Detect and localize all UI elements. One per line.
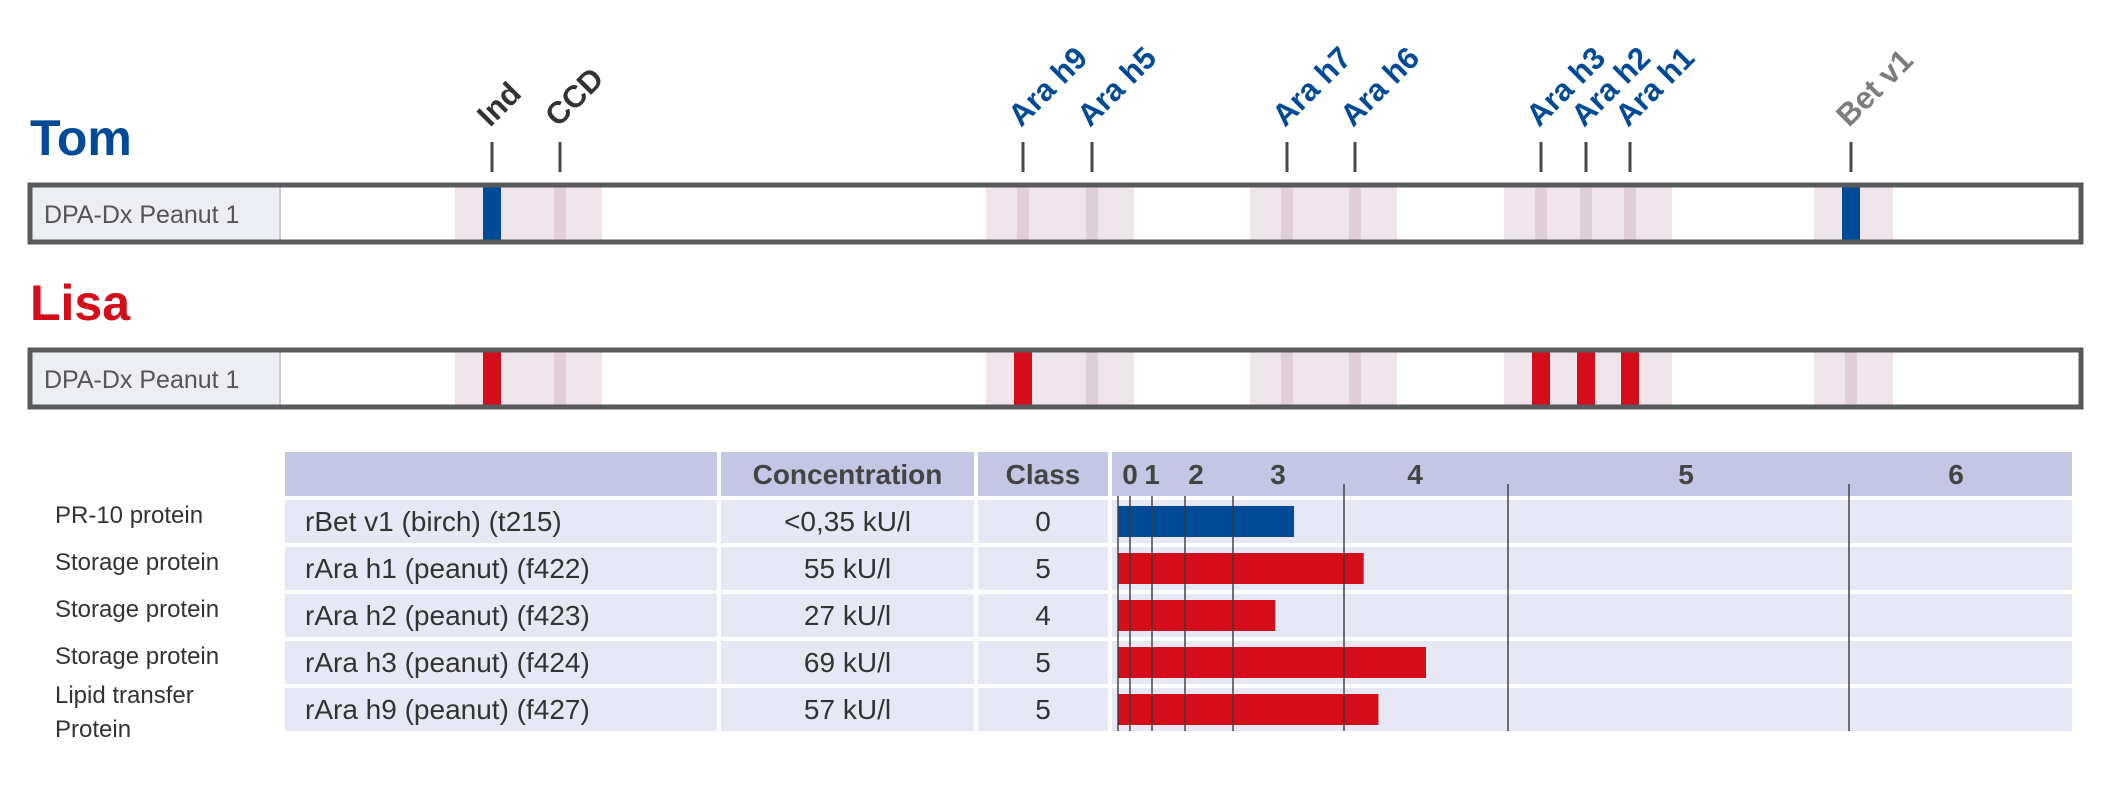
- reference-line-1-ara-h5: [1086, 350, 1098, 407]
- reference-line-0-ara-h1: [1624, 185, 1636, 242]
- reference-line-0-ara-h6: [1349, 185, 1361, 242]
- table-cell-3-1: [721, 641, 974, 684]
- row-group-label: PR-10 protein: [55, 502, 203, 529]
- class-table: Concentration Class 0 1 2 3 4 5 6PR-10 protein rB…: [55, 452, 2072, 743]
- reference-line-0-ara-h9: [1017, 185, 1029, 242]
- header-class-scale: [1112, 452, 2072, 496]
- header-class: [978, 452, 1108, 496]
- header-class-label: Class: [1006, 459, 1081, 490]
- row-concentration: 55 kU/l: [804, 553, 891, 584]
- class-tick-label-5: 5: [1678, 459, 1694, 490]
- marker-label-bet-v1: Bet v1: [1829, 42, 1920, 133]
- reference-line-0-ara-h5: [1086, 185, 1098, 242]
- row-group-label: Storage protein: [55, 596, 219, 623]
- row-class: 4: [1035, 600, 1051, 631]
- positive-band-ara-h3: [1532, 350, 1550, 407]
- row-allergen: rAra h9 (peanut) (f427): [305, 694, 590, 725]
- row-concentration: <0,35 kU/l: [784, 506, 911, 537]
- row-bar-rara-h2-peanut-f423: [1118, 600, 1276, 631]
- reference-zone-0-1: [986, 185, 1134, 242]
- patient-name-tom: Tom: [30, 110, 132, 166]
- table-cell-1-2: [978, 547, 1108, 590]
- strip-label-box: [30, 185, 280, 242]
- strip-label-box: [30, 350, 280, 407]
- reference-line-1-ccd: [554, 350, 566, 407]
- class-tick-label-1: 1: [1144, 459, 1160, 490]
- reference-line-0-ara-h3: [1535, 185, 1547, 242]
- patient-name-lisa: Lisa: [30, 275, 131, 331]
- marker-label-ara-h5: Ara h5: [1070, 40, 1163, 133]
- positive-band-ara-h1: [1621, 350, 1639, 407]
- table-cell-4-2: [978, 688, 1108, 731]
- row-bar-rara-h9-peanut-f427: [1118, 694, 1379, 725]
- reference-zone-1-1: [986, 350, 1134, 407]
- row-group-label: Storage protein: [55, 643, 219, 670]
- reference-zone-1-2: [1250, 350, 1397, 407]
- positive-band-ind: [483, 185, 501, 242]
- row-group-label-line-1: Lipid transfer: [55, 682, 194, 709]
- row-class: 5: [1035, 694, 1051, 725]
- strip-outline-lisa: [27, 347, 2084, 410]
- row-allergen: rAra h2 (peanut) (f423): [305, 600, 590, 631]
- strip-outline-tom: [27, 182, 2084, 245]
- reference-line-0-ara-h2: [1580, 185, 1592, 242]
- reference-band-layer: [455, 185, 1893, 407]
- positive-band-bet-v1: [1842, 185, 1860, 242]
- row-class: 5: [1035, 647, 1051, 678]
- header-concentration-label: Concentration: [753, 459, 943, 490]
- marker-label-ccd: CCD: [538, 61, 610, 133]
- table-cell-1-1: [721, 547, 974, 590]
- table-cell-2-2: [978, 594, 1108, 637]
- reference-line-0-ccd: [554, 185, 566, 242]
- reference-line-1-bet-v1: [1845, 350, 1857, 407]
- row-class: 5: [1035, 553, 1051, 584]
- strip-label: DPA-Dx Peanut 1: [44, 201, 239, 229]
- table-cell-3-2: [978, 641, 1108, 684]
- header-allergen: [285, 452, 717, 496]
- row-bar-rara-h3-peanut-f424: [1118, 647, 1426, 678]
- row-group-label-line-2: Protein: [55, 716, 131, 743]
- row-class: 0: [1035, 506, 1051, 537]
- reference-zone-1-0: [455, 350, 602, 407]
- table-cell-4-0: [285, 688, 717, 731]
- class-tick-label-3: 3: [1270, 459, 1286, 490]
- positive-band-ara-h9: [1014, 350, 1032, 407]
- class-tick-label-2: 2: [1188, 459, 1204, 490]
- row-bar-rara-h1-peanut-f422: [1118, 553, 1364, 584]
- header-concentration: [721, 452, 974, 496]
- class-tick-label-6: 6: [1948, 459, 1964, 490]
- table-cell-3-0: [285, 641, 717, 684]
- reference-zone-0-0: [455, 185, 602, 242]
- reference-line-1-ara-h6: [1349, 350, 1361, 407]
- row-group-label: Lipid transfer Protein: [55, 682, 194, 743]
- reference-line-0-ara-h7: [1281, 185, 1293, 242]
- reference-line-1-ara-h7: [1281, 350, 1293, 407]
- strip-layer: Tom DPA-Dx Peanut 1 Lisa DPA-Dx Peanut 1: [27, 110, 2084, 410]
- table-cell-2-0: [285, 594, 717, 637]
- row-allergen: rAra h3 (peanut) (f424): [305, 647, 590, 678]
- row-concentration: 69 kU/l: [804, 647, 891, 678]
- row-allergen: rBet v1 (birch) (t215): [305, 506, 562, 537]
- reference-zone-0-2: [1250, 185, 1397, 242]
- table-cell-1-0: [285, 547, 717, 590]
- table-cell-4-1: [721, 688, 974, 731]
- positive-band-ara-h2: [1577, 350, 1595, 407]
- marker-label-ind: Ind: [470, 75, 528, 133]
- row-concentration: 27 kU/l: [804, 600, 891, 631]
- table-cell-2-1: [721, 594, 974, 637]
- table-cell-0-1: [721, 500, 974, 543]
- row-bar-rbet-v1-birch-t215: [1118, 506, 1295, 537]
- class-tick-label-4: 4: [1407, 459, 1423, 490]
- strip-label: DPA-Dx Peanut 1: [44, 366, 239, 394]
- row-concentration: 57 kU/l: [804, 694, 891, 725]
- row-allergen: rAra h1 (peanut) (f422): [305, 553, 590, 584]
- table-cell-0-2: [978, 500, 1108, 543]
- row-group-label: Storage protein: [55, 549, 219, 576]
- positive-band-ind: [483, 350, 501, 407]
- class-tick-label-0: 0: [1122, 459, 1138, 490]
- table-cell-0-0: [285, 500, 717, 543]
